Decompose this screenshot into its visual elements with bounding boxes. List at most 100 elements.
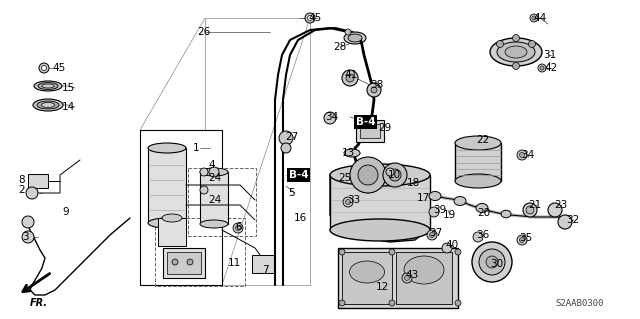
Ellipse shape xyxy=(148,143,186,153)
Circle shape xyxy=(530,14,538,22)
Text: 12: 12 xyxy=(376,282,389,292)
Ellipse shape xyxy=(490,38,542,66)
Circle shape xyxy=(442,243,452,253)
Text: 6: 6 xyxy=(235,222,242,232)
Bar xyxy=(338,248,458,308)
Circle shape xyxy=(386,168,394,176)
Text: 44: 44 xyxy=(533,13,547,23)
Text: 35: 35 xyxy=(519,233,532,243)
Bar xyxy=(396,252,452,304)
Text: 31: 31 xyxy=(543,50,556,60)
Circle shape xyxy=(479,249,505,275)
Circle shape xyxy=(513,63,520,70)
Text: 37: 37 xyxy=(429,228,442,238)
Text: B-4: B-4 xyxy=(356,117,376,127)
Bar xyxy=(356,120,384,142)
Circle shape xyxy=(172,259,178,265)
Bar xyxy=(188,168,256,236)
Ellipse shape xyxy=(330,219,430,241)
Ellipse shape xyxy=(348,34,362,42)
Ellipse shape xyxy=(330,164,430,186)
Ellipse shape xyxy=(200,220,228,228)
Circle shape xyxy=(520,238,525,242)
Text: 8: 8 xyxy=(19,175,25,185)
Bar xyxy=(330,175,430,230)
Bar xyxy=(167,252,201,274)
Circle shape xyxy=(343,197,353,207)
Ellipse shape xyxy=(476,204,488,212)
Ellipse shape xyxy=(455,136,501,150)
Ellipse shape xyxy=(497,42,535,62)
Ellipse shape xyxy=(501,210,511,218)
Ellipse shape xyxy=(200,168,228,176)
Circle shape xyxy=(350,157,386,193)
Circle shape xyxy=(383,163,407,187)
Bar xyxy=(148,148,186,223)
Circle shape xyxy=(346,199,351,204)
Text: 4: 4 xyxy=(208,160,214,170)
Circle shape xyxy=(473,232,483,242)
Circle shape xyxy=(281,143,291,153)
Text: 33: 33 xyxy=(347,195,360,205)
Text: 3: 3 xyxy=(22,232,29,242)
Circle shape xyxy=(429,233,435,238)
Text: 24: 24 xyxy=(208,173,221,183)
Circle shape xyxy=(389,249,395,255)
Text: 40: 40 xyxy=(445,240,458,250)
Circle shape xyxy=(324,112,336,124)
Circle shape xyxy=(526,206,534,214)
Text: 42: 42 xyxy=(544,63,557,73)
Text: 5: 5 xyxy=(288,188,294,198)
Circle shape xyxy=(236,226,241,231)
Text: 27: 27 xyxy=(285,132,298,142)
Circle shape xyxy=(472,242,512,282)
Text: 29: 29 xyxy=(378,123,391,133)
Circle shape xyxy=(22,216,34,228)
Text: 18: 18 xyxy=(407,178,420,188)
Polygon shape xyxy=(330,172,430,242)
Bar xyxy=(163,248,205,278)
Circle shape xyxy=(389,300,395,306)
Ellipse shape xyxy=(455,174,501,188)
Text: 24: 24 xyxy=(208,195,221,205)
Text: 45: 45 xyxy=(52,63,65,73)
Circle shape xyxy=(187,259,193,265)
Text: 39: 39 xyxy=(433,205,446,215)
Text: 10: 10 xyxy=(388,170,401,180)
Circle shape xyxy=(455,249,461,255)
Text: 20: 20 xyxy=(477,208,490,218)
Bar xyxy=(158,218,186,246)
Bar xyxy=(28,174,48,188)
Circle shape xyxy=(513,34,520,41)
Ellipse shape xyxy=(349,261,385,283)
Text: 21: 21 xyxy=(528,200,541,210)
Text: 1: 1 xyxy=(193,143,200,153)
Text: 45: 45 xyxy=(308,13,321,23)
Text: 38: 38 xyxy=(370,80,383,90)
Ellipse shape xyxy=(505,46,527,58)
Ellipse shape xyxy=(42,84,54,88)
Circle shape xyxy=(42,65,47,70)
Text: 36: 36 xyxy=(476,230,489,240)
Circle shape xyxy=(486,256,498,268)
Text: 16: 16 xyxy=(294,213,307,223)
Text: 15: 15 xyxy=(62,83,76,93)
Text: 32: 32 xyxy=(566,215,579,225)
Text: 19: 19 xyxy=(443,210,456,220)
Circle shape xyxy=(402,273,412,283)
Text: 26: 26 xyxy=(197,27,211,37)
Circle shape xyxy=(305,13,315,23)
Circle shape xyxy=(429,207,439,217)
Circle shape xyxy=(520,152,525,158)
Text: 25: 25 xyxy=(338,173,351,183)
Ellipse shape xyxy=(37,101,59,109)
Text: 7: 7 xyxy=(262,265,269,275)
Ellipse shape xyxy=(34,81,62,91)
Text: 34: 34 xyxy=(325,112,339,122)
Text: 11: 11 xyxy=(228,258,241,268)
Circle shape xyxy=(371,87,377,93)
Text: FR.: FR. xyxy=(30,298,48,308)
Ellipse shape xyxy=(33,99,63,111)
Circle shape xyxy=(200,186,208,194)
Text: 43: 43 xyxy=(405,270,419,280)
